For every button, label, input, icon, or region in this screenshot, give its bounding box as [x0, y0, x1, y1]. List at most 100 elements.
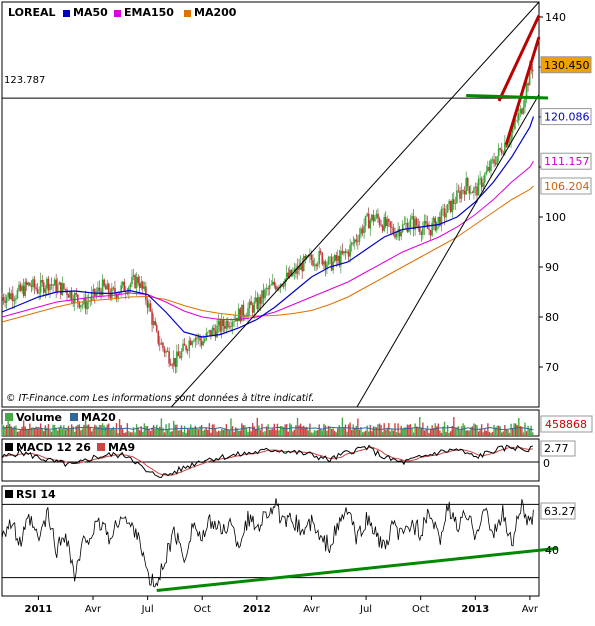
volume-bar [304, 427, 306, 436]
price-candle [84, 297, 87, 310]
rsi-line [1, 498, 534, 588]
ticker-label: LOREAL [8, 6, 55, 19]
price-candle [417, 225, 420, 227]
price-candle [194, 337, 197, 342]
price-candle [448, 200, 450, 205]
price-candle [132, 275, 135, 277]
volume-bar [485, 430, 488, 436]
volume-bar [488, 431, 491, 436]
volume-ma20-legend-swatch [70, 413, 78, 421]
price-candle [298, 265, 300, 270]
volume-bar [501, 432, 503, 436]
volume-bar [208, 423, 211, 436]
price-candle [237, 308, 240, 322]
price-candle [81, 304, 84, 306]
volume-bar [66, 427, 68, 436]
price-candle [38, 292, 40, 294]
price-candle [319, 250, 322, 253]
price-candle [217, 320, 220, 326]
price-candle [386, 219, 389, 227]
volume-bar [406, 424, 409, 436]
volume-bar [21, 426, 23, 436]
volume-bar [338, 425, 341, 436]
price-candle [12, 293, 14, 302]
price-candle [360, 228, 362, 235]
volume-bar [443, 421, 446, 436]
price-candle [412, 216, 415, 230]
price-candle [151, 311, 153, 325]
price-candle [335, 255, 338, 261]
volume-bar [363, 431, 365, 436]
price-candle [191, 341, 194, 345]
volume-bar [518, 417, 520, 436]
volume-bar [340, 428, 342, 436]
volume-bar [104, 427, 107, 436]
volume-bar [335, 432, 337, 436]
price-candle [521, 108, 523, 114]
ma200-legend-label: MA200 [194, 6, 237, 19]
volume-bar [142, 432, 144, 436]
price-candle [55, 279, 57, 293]
price-candle [50, 284, 53, 286]
price-candle [78, 301, 81, 308]
volume-bar [349, 422, 351, 436]
volume-bar [467, 430, 469, 436]
price-candle [361, 228, 364, 234]
price-candle [149, 303, 152, 312]
price-candle [471, 192, 474, 194]
volume-bar [423, 430, 426, 436]
price-candle [460, 190, 463, 199]
price-candle [479, 178, 481, 180]
volume-bar [109, 429, 112, 436]
price-candle [343, 251, 345, 254]
price-candle [400, 231, 403, 237]
volume-bar [459, 430, 461, 436]
price-candle [182, 343, 184, 351]
volume-bar [4, 427, 6, 436]
price-candle [123, 281, 126, 292]
price-candle [142, 281, 144, 289]
price-candle [411, 216, 413, 219]
price-tick-label: 70 [545, 361, 559, 374]
price-candle [107, 283, 110, 295]
price-candle [251, 304, 254, 313]
volume-bar [210, 432, 212, 436]
macd-last-value: 2.77 [544, 442, 569, 455]
price-candle [434, 217, 437, 231]
price-candle [336, 255, 339, 261]
price-candle [157, 330, 160, 344]
price-candle [196, 337, 198, 339]
rsi-trend-line [156, 546, 558, 592]
volume-bar [94, 424, 96, 436]
price-candle [349, 244, 351, 257]
price-badge-value: 120.086 [544, 111, 590, 124]
price-candle [375, 213, 378, 218]
price-candle [451, 199, 454, 213]
volume-bar [397, 423, 399, 436]
price-candle [219, 320, 221, 332]
price-candle [24, 281, 27, 296]
price-candle [32, 279, 34, 288]
price-candle [66, 289, 68, 295]
price-candle [378, 218, 381, 225]
horizontal-level-label: 123.787 [4, 75, 45, 86]
price-candle [202, 341, 204, 346]
price-candle [491, 159, 494, 161]
volume-bar [465, 430, 467, 436]
price-candle [213, 327, 215, 331]
volume-bar [402, 428, 404, 436]
price-candle [312, 259, 314, 266]
x-tick-label: Oct [412, 604, 429, 615]
price-candle [206, 332, 209, 334]
price-candle [329, 256, 331, 258]
volume-bar [38, 428, 40, 436]
volume-bar [151, 427, 153, 436]
price-candle [2, 297, 5, 301]
ma50-legend-label: MA50 [73, 6, 108, 19]
volume-bar [10, 426, 12, 436]
price-candle [145, 286, 147, 301]
volume-bar [196, 427, 198, 436]
volume-bar [41, 429, 43, 436]
price-candle [395, 232, 398, 238]
volume-bar [225, 424, 228, 436]
